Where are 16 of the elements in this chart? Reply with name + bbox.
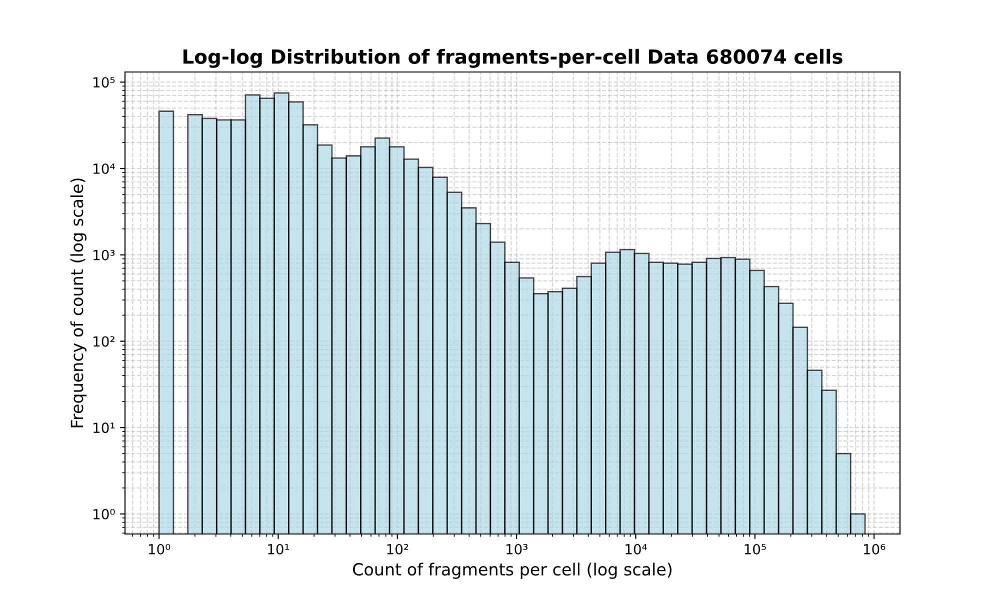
x-tick-label: 10⁰ [148,544,170,554]
y-tick-label: 10² [94,336,114,347]
x-tick-label: 10³ [506,544,528,554]
x-tick-label: 10² [387,544,408,554]
y-tick-label: 10¹ [94,422,115,434]
x-axis-title: Count of fragments per cell (log scale) [353,562,672,579]
x-tick-label: 10⁶ [864,544,886,554]
y-tick-label: 10³ [94,250,115,260]
y-axis-title: Frequency of count (log scale) [70,178,86,428]
x-tick-label: 10⁵ [744,544,766,554]
x-tick-label: 10¹ [268,544,290,554]
y-tick-label: 10⁴ [94,163,115,174]
chart-title: Log-log Distribution of fragments-per-cell Data 680074 cells [184,48,842,68]
y-tick-label: 10⁵ [94,77,115,88]
x-tick-label: 10⁴ [626,544,647,554]
y-tick-label: 10⁰ [94,508,115,520]
